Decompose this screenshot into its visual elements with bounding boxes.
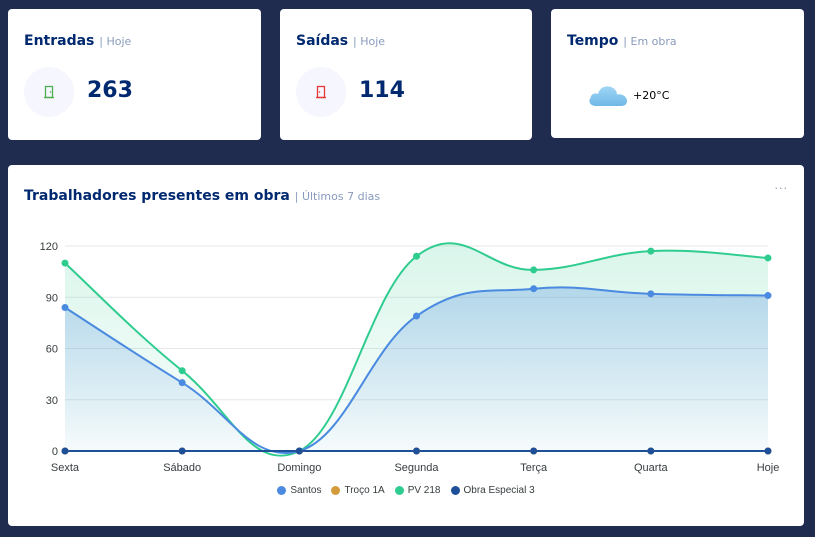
legend-label-3: Obra Especial 3 bbox=[463, 485, 535, 496]
x-tick-label-6: Hoje bbox=[757, 462, 780, 474]
saidas-subtitle: Hoje bbox=[360, 35, 386, 48]
legend-item-0[interactable]: Santos bbox=[277, 485, 321, 496]
y-tick-label-0: 0 bbox=[52, 446, 58, 458]
chart-subtitle: Últimos 7 dias bbox=[301, 190, 381, 203]
y-tick-label-120: 120 bbox=[40, 241, 58, 253]
y-tick-label-30: 30 bbox=[46, 395, 58, 407]
x-tick-label-3: Segunda bbox=[394, 462, 439, 474]
chart-title: Trabalhadores presentes em obra | Último… bbox=[24, 188, 381, 204]
data-point-2-4 bbox=[530, 266, 538, 274]
saidas-value: 114 bbox=[359, 78, 405, 103]
y-tick-label-90: 90 bbox=[46, 292, 58, 304]
entradas-title-text: Entradas bbox=[24, 33, 95, 49]
tempo-card: Tempo | Em obra +20°C bbox=[551, 9, 804, 138]
data-point-3-6 bbox=[764, 447, 772, 455]
saidas-icon-circle bbox=[296, 67, 346, 117]
y-tick-label-60: 60 bbox=[46, 344, 58, 356]
data-point-0-3 bbox=[413, 312, 420, 320]
saidas-card: Saídas | Hoje 114 bbox=[280, 9, 532, 140]
data-point-2-6 bbox=[764, 254, 772, 262]
x-tick-label-4: Terça bbox=[520, 462, 548, 474]
saidas-title: Saídas | Hoje bbox=[296, 33, 386, 49]
data-point-3-4 bbox=[530, 447, 538, 455]
legend-label-1: Troço 1A bbox=[344, 485, 385, 496]
series-area-0 bbox=[65, 287, 768, 454]
tempo-title: Tempo | Em obra bbox=[567, 33, 677, 49]
legend-label-2: PV 218 bbox=[407, 485, 441, 496]
data-point-3-3 bbox=[413, 447, 420, 455]
x-tick-label-5: Quarta bbox=[634, 462, 669, 474]
data-point-2-5 bbox=[647, 247, 655, 255]
entradas-card: Entradas | Hoje 263 bbox=[8, 9, 261, 140]
workers-area-chart: 0 30 60 90 120 Sexta Sábado Domingo Segunda Terça… bbox=[40, 241, 780, 474]
tempo-subtitle: Em obra bbox=[630, 35, 677, 48]
data-point-3-1 bbox=[178, 447, 186, 455]
cloud-icon bbox=[589, 86, 627, 106]
data-point-2-3 bbox=[413, 252, 420, 260]
saidas-title-text: Saídas bbox=[296, 33, 349, 49]
chart-menu-button[interactable]: ... bbox=[774, 179, 788, 192]
legend-marker-3 bbox=[450, 486, 460, 495]
data-point-2-0 bbox=[61, 259, 69, 267]
data-point-3-0 bbox=[61, 447, 69, 455]
legend-item-3[interactable]: Obra Especial 3 bbox=[450, 485, 535, 496]
chart-legend: Santos Troço 1A PV 218 Obra Especial 3 bbox=[8, 485, 804, 496]
entradas-value: 263 bbox=[87, 78, 133, 103]
data-point-3-2 bbox=[295, 447, 303, 455]
data-point-0-6 bbox=[764, 292, 772, 300]
legend-marker-0 bbox=[277, 486, 287, 495]
data-point-0-4 bbox=[530, 285, 538, 293]
legend-item-2[interactable]: PV 218 bbox=[394, 485, 441, 496]
workers-chart-card: Trabalhadores presentes em obra | Último… bbox=[8, 165, 804, 526]
data-point-0-1 bbox=[178, 379, 186, 387]
legend-marker-1 bbox=[331, 486, 341, 495]
data-point-2-1 bbox=[178, 367, 186, 375]
data-point-0-5 bbox=[647, 290, 655, 298]
data-point-3-5 bbox=[647, 447, 655, 455]
legend-label-0: Santos bbox=[290, 485, 322, 496]
tempo-title-text: Tempo bbox=[567, 33, 619, 49]
legend-marker-2 bbox=[394, 486, 404, 495]
x-tick-label-2: Domingo bbox=[277, 462, 321, 474]
entradas-icon-circle bbox=[24, 67, 74, 117]
chart-title-text: Trabalhadores presentes em obra bbox=[24, 188, 290, 204]
data-point-0-0 bbox=[61, 304, 69, 311]
temperature-value: +20°C bbox=[633, 89, 670, 102]
entradas-subtitle: Hoje bbox=[106, 35, 132, 48]
x-tick-label-0: Sexta bbox=[51, 462, 80, 474]
entradas-title: Entradas | Hoje bbox=[24, 33, 132, 49]
legend-item-1[interactable]: Troço 1A bbox=[331, 485, 385, 496]
x-tick-label-1: Sábado bbox=[163, 462, 201, 474]
door-in-icon bbox=[44, 85, 54, 99]
door-out-icon bbox=[316, 85, 326, 99]
